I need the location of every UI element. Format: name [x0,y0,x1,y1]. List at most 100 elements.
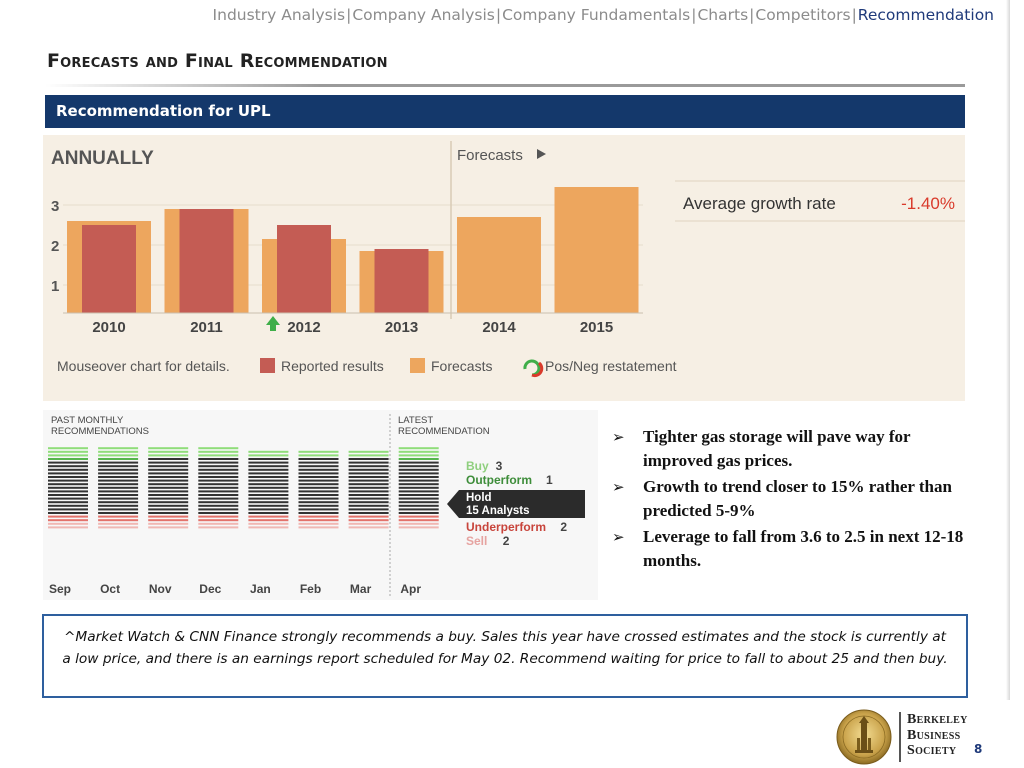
section-header: Recommendation for UPL [45,95,965,128]
legend-swatch-forecast [410,358,425,373]
forecast-bar[interactable] [457,217,541,313]
recommendation-stack-line [198,450,239,453]
recommendation-stack-line [348,483,389,486]
nav-company-analysis[interactable]: Company Analysis [352,6,495,24]
mouseover-hint: Mouseover chart for details. [57,358,230,374]
recommendation-stack-line [298,468,339,471]
reported-bar[interactable] [277,225,331,313]
top-navigation: Industry Analysis|Company Analysis|Compa… [213,6,994,24]
legend-reported: Reported results [281,358,384,374]
recommendation-stack-line [198,497,239,500]
recommendation-stack-line [48,512,88,514]
key-point: ➢ Leverage to fall from 3.6 to 2.5 in nex… [612,527,964,570]
nav-company-fundamentals[interactable]: Company Fundamentals [502,6,691,24]
recommendation-stack-line [148,501,189,504]
recommendation-stack-line [398,486,439,489]
recommendation-stack-line [148,479,189,482]
recommendation-stack-line [398,461,439,464]
nav-competitors[interactable]: Competitors [755,6,851,24]
recommendation-stack-line [148,458,189,460]
recommendation-stack-line [198,479,239,482]
recommendation-stack-line [398,519,439,522]
latest-title: LATEST [398,415,433,426]
recommendation-stack-line [248,504,289,507]
recommendation-stack-line [198,522,239,525]
recommendation-stack-line [298,476,339,478]
recommendation-stack-line [298,486,339,489]
reported-bar[interactable] [179,209,234,313]
recommendation-stack-line [248,490,289,493]
forecast-bar[interactable] [554,187,639,313]
recommendation-stack-line [398,522,439,525]
x-tick-label: 2010 [92,319,125,336]
monthly-recommendations-panel: PAST MONTHLY RECOMMENDATIONS LATEST RECOMME… [43,410,598,600]
recommendation-stack-line [298,461,339,464]
title-divider [45,84,965,87]
page-edge-shadow [1006,0,1010,700]
recommendation-stack-line [98,472,139,475]
recommendation-stack-line [98,501,139,504]
recommendation-stack-line [248,522,289,525]
recommendation-stack-line [148,472,189,475]
reported-bar[interactable] [82,225,136,313]
latest-rating-label: Outperform [466,473,532,487]
recommendation-stack-line [98,476,139,478]
recommendation-stack-line [48,494,88,496]
arrow-bullet-icon: ➢ [612,478,625,496]
month-label: Oct [100,582,120,596]
latest-rating-label: Underperform [466,520,546,534]
recommendation-stack-line [248,461,289,464]
recommendation-stack-line [48,519,88,522]
recommendation-stack-line [48,450,88,453]
logo-divider [899,712,901,762]
nav-recommendation[interactable]: Recommendation [857,6,994,24]
recommendation-stack-line [398,468,439,471]
recommendation-stack-line [398,479,439,482]
latest-rating-label: Buy [466,459,489,473]
x-tick-label: 2011 [190,319,223,336]
recommendation-stack-line [48,465,88,468]
recommendation-stack-line [248,512,289,514]
recommendation-stack-line [348,526,389,529]
recommendation-stack-line [198,472,239,475]
growth-rate-label: Average growth rate [683,194,836,213]
recommendation-stack-line [398,458,439,460]
month-label: Dec [199,582,221,596]
recommendation-stack-line [248,479,289,482]
latest-rating-count: 2 [560,520,567,534]
recommendation-stack-line [348,522,389,525]
recommendation-stack-line [198,486,239,489]
recommendation-stack-line [148,490,189,493]
nav-charts[interactable]: Charts [697,6,749,24]
recommendation-stack-line [348,472,389,475]
recommendation-stack-line [298,501,339,504]
recommendation-stack-line [398,465,439,468]
recommendation-stack-line [148,476,189,478]
hold-callout [447,490,585,518]
recommendation-stack-line [348,461,389,464]
reported-bar[interactable] [374,249,429,313]
monthly-title: PAST MONTHLY [51,415,124,426]
recommendation-stack-line [48,454,88,457]
recommendation-stack-line [198,461,239,464]
x-tick-label: 2012 [287,319,320,336]
latest-rating-count: 2 [503,534,510,548]
nav-separator: | [495,6,502,24]
recommendation-stack-line [398,494,439,496]
nav-separator: | [851,6,857,24]
recommendation-stack-line [298,458,339,460]
x-tick-label: 2015 [580,319,613,336]
latest-rating-count: 1 [546,473,553,487]
recommendation-stack-line [398,504,439,507]
nav-industry-analysis[interactable]: Industry Analysis [212,6,346,24]
recommendation-stack-line [298,508,339,511]
play-arrow-icon [537,149,546,159]
recommendation-stack-line [98,447,139,450]
recommendation-stack-line [98,494,139,496]
recommendation-stack-line [298,504,339,507]
hold-count: 15 Analysts [466,505,530,517]
recommendation-stack-line [398,497,439,500]
recommendation-stack-line [248,454,289,457]
month-label: Jan [250,582,271,596]
